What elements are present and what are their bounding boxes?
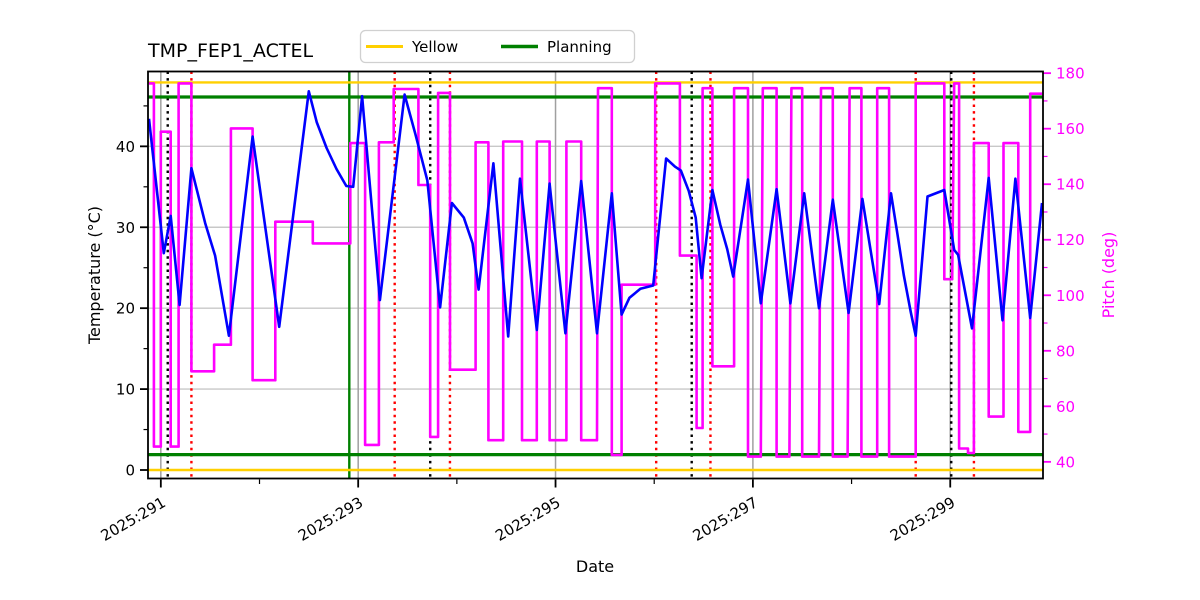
y-axis-label-left: Temperature (°C) bbox=[85, 206, 104, 345]
x-axis-label: Date bbox=[576, 557, 614, 576]
y-left-tick-label: 20 bbox=[116, 300, 135, 318]
legend-label-yellow: Yellow bbox=[411, 38, 458, 56]
y-left-tick-label: 40 bbox=[116, 138, 135, 156]
legend-box bbox=[359, 29, 636, 64]
x-tick-label: 2025:299 bbox=[887, 493, 958, 545]
pitch-series-line bbox=[149, 82, 1042, 458]
y-right-tick-label: 160 bbox=[1056, 120, 1085, 138]
y-right-tick-label: 140 bbox=[1056, 176, 1085, 194]
x-tick-label: 2025:297 bbox=[690, 493, 761, 545]
y-right-tick-label: 100 bbox=[1056, 287, 1085, 305]
y-right-tick-label: 60 bbox=[1056, 398, 1075, 416]
legend: Yellow Planning bbox=[359, 29, 636, 64]
x-tick-label: 2025:293 bbox=[295, 493, 366, 545]
x-tick-label: 2025:291 bbox=[98, 493, 169, 545]
plot-layer: 2025:291 2025:293 2025:295 2025:297 2025:299… bbox=[98, 65, 1085, 545]
y-right-tick-label: 80 bbox=[1056, 342, 1075, 360]
y-left-tick-label: 30 bbox=[116, 219, 135, 237]
y-left-tick-label: 10 bbox=[116, 381, 135, 399]
y-left-tick-label: 0 bbox=[125, 462, 135, 480]
plot-frame bbox=[147, 70, 1044, 480]
y-right-tick-label: 40 bbox=[1056, 453, 1075, 471]
y-axis-label-right: Pitch (deg) bbox=[1099, 232, 1118, 319]
y-right-tick-label: 180 bbox=[1056, 65, 1085, 83]
legend-label-planning: Planning bbox=[547, 38, 612, 56]
x-tick-label: 2025:295 bbox=[492, 493, 563, 545]
chart-title: TMP_FEP1_ACTEL bbox=[147, 40, 313, 62]
temperature-series-line bbox=[147, 90, 1044, 338]
y-right-tick-label: 120 bbox=[1056, 231, 1085, 249]
